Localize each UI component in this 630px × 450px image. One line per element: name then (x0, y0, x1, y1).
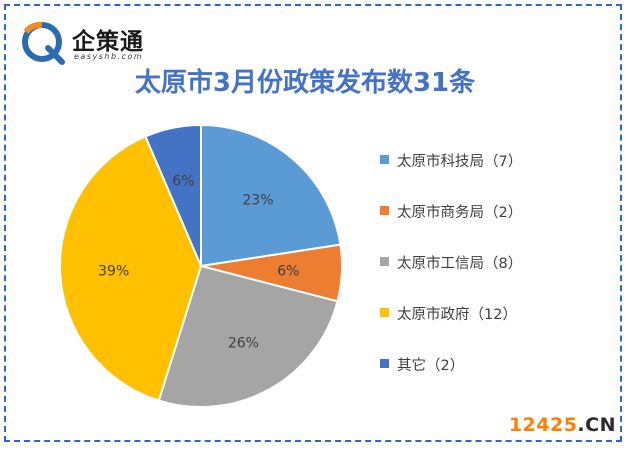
legend-swatch (380, 308, 389, 317)
legend-swatch (380, 257, 389, 266)
slice-percent-label: 6% (172, 173, 194, 189)
legend-swatch (380, 206, 389, 215)
legend-swatch (380, 359, 389, 368)
legend-label: 其它（2） (397, 358, 465, 374)
watermark-domain: .CN (577, 414, 616, 436)
logo-q-icon (22, 21, 65, 65)
watermark-number: 12425 (508, 414, 578, 436)
pie-slice (157, 264, 339, 408)
logo: 企策通 easyshb.com (18, 18, 158, 68)
pie-slice (144, 123, 202, 267)
legend-swatch (380, 155, 389, 164)
pie-slice (200, 123, 342, 268)
slice-percent-label: 23% (242, 193, 273, 209)
legend-label: 太原市科技局（7） (397, 154, 523, 170)
pie-slice (59, 135, 203, 402)
chart-title: 太原市3月份政策发布数31条 (134, 68, 476, 98)
logo-subtitle: easyshb.com (74, 52, 144, 61)
watermark: 12425.CN (509, 414, 616, 436)
slice-percent-label: 39% (98, 263, 129, 279)
slice-percent-label: 6% (277, 263, 299, 279)
logo-name: 企策通 (72, 29, 144, 55)
legend-label: 太原市商务局（2） (397, 205, 523, 221)
legend-label: 太原市政府（12） (397, 307, 517, 323)
slice-percent-label: 26% (228, 335, 259, 351)
legend-label: 太原市工信局（8） (397, 256, 523, 272)
